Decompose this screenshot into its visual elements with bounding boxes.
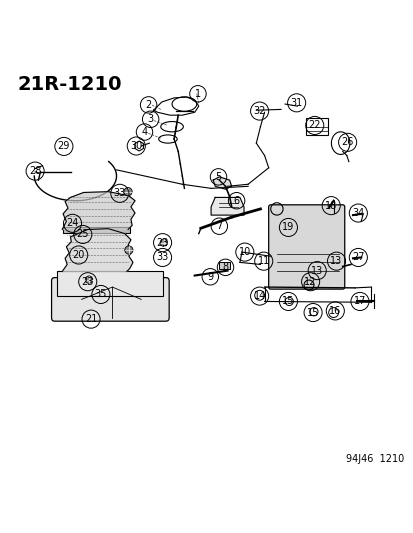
Text: 11: 11 [257,256,269,266]
Text: 35: 35 [95,289,107,300]
Text: 16: 16 [328,306,341,316]
FancyBboxPatch shape [63,227,129,233]
Text: 26: 26 [341,138,353,147]
Text: 2: 2 [145,100,152,110]
Text: 21R-1210: 21R-1210 [18,75,122,94]
Text: 14: 14 [253,291,265,301]
Text: 12: 12 [304,277,316,287]
Text: 22: 22 [308,120,320,131]
Text: 13: 13 [310,265,323,276]
Text: 20: 20 [72,250,85,260]
Text: 33: 33 [156,253,169,262]
Text: 9: 9 [207,272,213,282]
Polygon shape [211,197,243,215]
Text: 31: 31 [290,98,302,108]
FancyBboxPatch shape [52,278,169,321]
FancyBboxPatch shape [219,262,229,269]
Polygon shape [62,229,133,271]
Text: 3: 3 [147,114,153,124]
Text: 33: 33 [114,188,126,198]
Text: 7: 7 [216,221,222,231]
Polygon shape [62,192,135,230]
Circle shape [124,246,133,254]
Text: 23: 23 [81,277,94,287]
Circle shape [123,188,132,196]
Text: 27: 27 [351,253,364,262]
Text: 29: 29 [57,141,70,151]
Text: 15: 15 [306,308,318,318]
Text: 34: 34 [351,208,363,218]
Text: 15: 15 [282,296,294,306]
Text: 28: 28 [29,166,41,176]
Text: 21: 21 [85,314,97,324]
Text: 30: 30 [130,141,142,151]
Text: 94J46  1210: 94J46 1210 [345,454,404,464]
Text: 19: 19 [282,222,294,232]
Circle shape [85,276,93,284]
FancyBboxPatch shape [268,205,344,289]
Text: 25: 25 [76,229,89,239]
Polygon shape [213,177,231,189]
FancyBboxPatch shape [57,271,163,296]
Text: 24: 24 [66,219,78,228]
Text: 18: 18 [324,200,337,211]
Text: 23: 23 [156,238,169,248]
Text: 1: 1 [195,89,201,99]
Text: 5: 5 [215,172,221,182]
Text: 32: 32 [253,106,265,116]
Text: 10: 10 [238,247,250,257]
Circle shape [160,239,167,246]
Text: 6: 6 [233,196,239,206]
Text: 13: 13 [330,256,342,266]
Text: 4: 4 [141,127,147,137]
Text: 8: 8 [222,262,228,272]
Text: 17: 17 [353,296,365,306]
